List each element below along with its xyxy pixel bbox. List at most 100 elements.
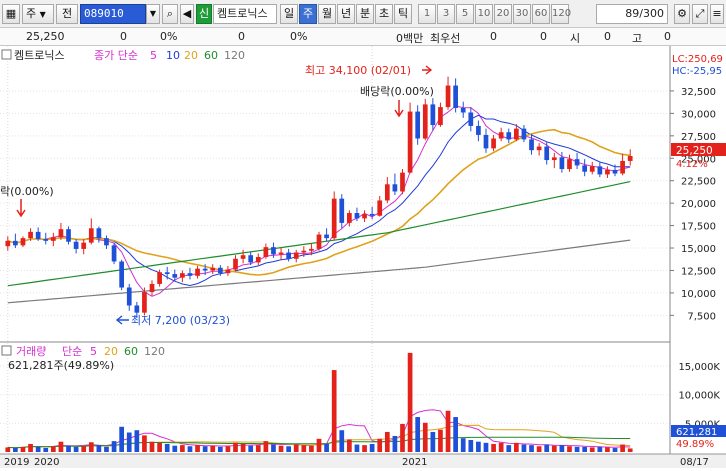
volume-bar: [202, 446, 208, 452]
ma-period-5: 5: [150, 49, 157, 62]
candle-body: [551, 157, 557, 161]
dividend-annotation-left: 락(0.00%): [0, 185, 54, 198]
speaker-icon[interactable]: ◀: [180, 4, 194, 24]
price-tick-label: 22,500: [681, 177, 716, 188]
candle-body: [339, 198, 345, 223]
candle-body: [119, 261, 125, 288]
price-tick-label: 30,000: [681, 109, 716, 120]
volume-bar: [513, 442, 519, 452]
current-price-label: 25,250: [676, 145, 713, 157]
stock-chart[interactable]: 32,500 30,000 27,500 25,000 22,500 20,000 17,5…: [0, 46, 726, 468]
volume-bar: [28, 443, 33, 452]
volume-grid: [0, 365, 670, 424]
volume-bar: [309, 445, 314, 452]
high-arrow-icon: [422, 65, 433, 75]
volume-bars: [5, 352, 633, 452]
price-tick-label: 32,500: [681, 87, 716, 98]
candle-body: [195, 268, 200, 276]
chart-tool-icon[interactable]: ≡: [710, 4, 724, 24]
grid-icon[interactable]: ▦: [2, 4, 20, 24]
stock-name-field[interactable]: 켐트로닉스: [213, 4, 277, 24]
candle-body: [422, 104, 428, 139]
quote-bar: 25,250 0 0% 0 0% 0백만 최우선 0 0 시 0 고 0: [0, 28, 726, 46]
volume-ma-5: 5: [90, 345, 97, 358]
volume-bar: [50, 446, 56, 452]
settings-icon[interactable]: ⚙: [674, 4, 690, 24]
candle-body: [309, 248, 314, 251]
period-tab-1[interactable]: 주: [299, 4, 317, 24]
count-spinner[interactable]: 89/300: [596, 4, 668, 24]
candle-body: [58, 229, 64, 238]
candle-body: [225, 269, 231, 274]
chart-area[interactable]: 32,500 30,000 27,500 25,000 22,500 20,000 17,5…: [0, 46, 726, 468]
volume-bar: [589, 447, 595, 452]
volume-bar: [347, 439, 352, 452]
volume-bar: [438, 429, 443, 452]
volume-bar: [422, 422, 428, 452]
volume-tick-label: 15,000K: [678, 362, 720, 373]
code-dropdown-icon[interactable]: ▼: [146, 4, 160, 24]
candle-body: [559, 157, 565, 170]
volume-bar: [445, 410, 451, 452]
interval-button-10[interactable]: 10: [475, 4, 493, 24]
period-tab-5[interactable]: 초: [375, 4, 393, 24]
x-label-2020: 2020: [34, 457, 59, 468]
candle-body: [544, 146, 550, 161]
expand-icon[interactable]: ⤢: [692, 4, 708, 24]
panel-menu-icon[interactable]: [1, 49, 12, 60]
volume-bar: [73, 446, 79, 452]
interval-button-1[interactable]: 1: [418, 4, 436, 24]
volume-bar: [324, 443, 329, 452]
candle-body: [430, 104, 436, 126]
volume-bar: [142, 435, 147, 452]
candle-body: [157, 272, 162, 284]
volume-bar: [521, 444, 527, 452]
volume-bar: [20, 446, 26, 452]
volume-bar: [529, 445, 534, 452]
market-select[interactable]: 주 ▼: [22, 4, 54, 24]
candle-body: [589, 166, 595, 172]
interval-button-120[interactable]: 120: [551, 4, 571, 24]
volume-bar: [407, 352, 413, 452]
candle-body: [126, 287, 132, 306]
volume-bar: [248, 445, 254, 452]
volume-panel-menu-icon[interactable]: [1, 345, 12, 356]
candle-body: [28, 231, 33, 239]
volume-bar: [400, 423, 405, 452]
search-icon[interactable]: ⌕: [162, 4, 178, 24]
interval-button-5[interactable]: 5: [456, 4, 474, 24]
candle-body: [81, 242, 87, 249]
period-tab-3[interactable]: 년: [337, 4, 355, 24]
volume-bar: [293, 444, 299, 452]
period-tab-2[interactable]: 월: [318, 4, 336, 24]
period-tab-4[interactable]: 분: [356, 4, 374, 24]
volume-bar: [278, 445, 284, 452]
ma-period-20: 20: [184, 49, 198, 62]
volume-bar: [88, 442, 94, 452]
volume-bar: [164, 443, 170, 452]
shin-button[interactable]: 신: [196, 4, 212, 24]
market-label[interactable]: 전: [56, 4, 78, 24]
period-tab-0[interactable]: 일: [280, 4, 298, 24]
volume-bar: [217, 446, 223, 452]
volume-bar: [392, 435, 398, 452]
candle-body: [498, 132, 504, 139]
best-ask-label: 최우선: [430, 32, 461, 45]
period-tab-6[interactable]: 틱: [394, 4, 412, 24]
interval-button-20[interactable]: 20: [494, 4, 512, 24]
quote-change-pct: 0%: [160, 30, 178, 43]
interval-button-60[interactable]: 60: [532, 4, 550, 24]
volume-tick-label: 5,000K: [685, 419, 721, 430]
volume-bar: [362, 445, 367, 452]
volume-bar: [483, 442, 489, 452]
candle-body: [369, 213, 375, 216]
stock-code-input[interactable]: 089010: [80, 4, 146, 24]
interval-button-3[interactable]: 3: [437, 4, 455, 24]
candle-body: [142, 292, 147, 313]
low-annotation: 최저 7,200 (03/23): [131, 314, 230, 327]
current-volume-label: 621,281: [676, 427, 717, 438]
candle-body: [301, 250, 307, 253]
interval-button-30[interactable]: 30: [513, 4, 531, 24]
volume-bar: [559, 445, 565, 452]
